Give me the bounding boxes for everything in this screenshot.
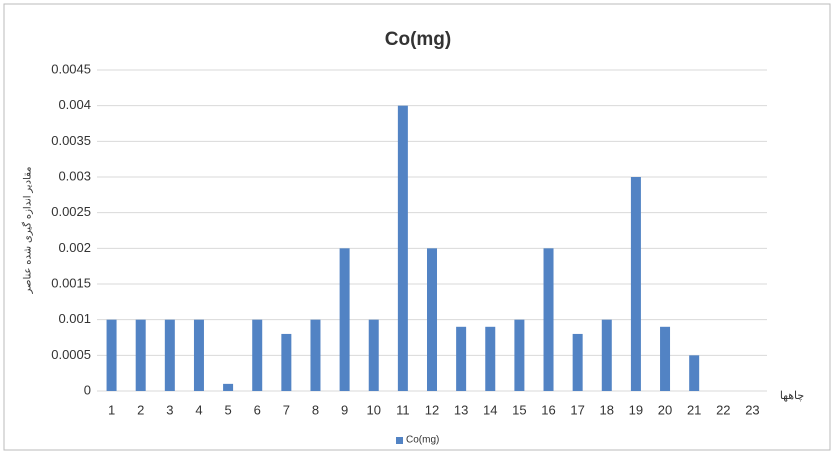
x-tick-label: 19 — [629, 402, 643, 417]
bar — [397, 105, 408, 392]
bar — [485, 326, 496, 391]
x-tick-label: 20 — [658, 402, 672, 417]
chart-frame — [3, 3, 831, 451]
chart-title: Co(mg) — [385, 29, 451, 50]
bar — [164, 319, 175, 391]
x-tick-label: 8 — [312, 402, 319, 417]
bar — [368, 319, 379, 391]
x-tick-label: 21 — [687, 402, 701, 417]
bar — [630, 177, 641, 391]
x-tick-label: 16 — [541, 402, 555, 417]
y-tick-label: 0.004 — [58, 97, 91, 112]
x-tick-label: 4 — [195, 402, 202, 417]
bar — [252, 319, 263, 391]
bar — [106, 319, 117, 391]
y-tick-label: 0.0045 — [51, 61, 91, 76]
x-tick-label: 23 — [745, 402, 759, 417]
x-tick-label: 13 — [454, 402, 468, 417]
bar — [601, 319, 612, 391]
x-tick-label: 14 — [483, 402, 497, 417]
x-tick-label: 3 — [166, 402, 173, 417]
y-tick-label: 0.0015 — [51, 275, 91, 290]
bar — [427, 248, 437, 391]
y-tick-label: 0 — [84, 382, 91, 397]
legend-swatch — [396, 437, 403, 444]
x-tick-label: 17 — [570, 402, 584, 417]
x-tick-label: 6 — [254, 402, 261, 417]
bar — [543, 248, 554, 391]
x-tick-label: 5 — [224, 402, 231, 417]
bar — [514, 319, 525, 391]
y-tick-label: 0.002 — [58, 240, 91, 255]
y-tick-label: 0.003 — [58, 168, 91, 183]
x-tick-label: 11 — [396, 402, 410, 417]
bar — [310, 319, 321, 391]
legend-label: Co(mg) — [406, 435, 439, 446]
x-tick-label: 10 — [367, 402, 381, 417]
x-tick-label: 7 — [283, 402, 290, 417]
bar — [689, 355, 700, 391]
x-tick-label: 12 — [425, 402, 439, 417]
bar — [572, 333, 583, 391]
bar — [223, 383, 234, 391]
x-tick-label: 9 — [341, 402, 348, 417]
x-tick-label: 2 — [137, 402, 144, 417]
x-axis-label: چاهها — [780, 390, 804, 402]
bar — [281, 333, 292, 391]
y-tick-label: 0.0035 — [51, 133, 91, 148]
y-tick-label: 0.0005 — [51, 347, 91, 362]
bar — [660, 326, 671, 391]
y-tick-label: 0.001 — [58, 311, 91, 326]
bar — [339, 248, 350, 391]
x-tick-label: 22 — [716, 402, 730, 417]
x-tick-label: 18 — [600, 402, 614, 417]
x-tick-label: 1 — [108, 402, 115, 417]
y-axis-label: مقادیر اندازه گیری شده عناصر — [22, 166, 34, 294]
bar — [456, 326, 467, 391]
bar — [135, 319, 146, 391]
bar — [193, 319, 204, 391]
x-tick-label: 15 — [512, 402, 526, 417]
y-tick-label: 0.0025 — [51, 204, 91, 219]
